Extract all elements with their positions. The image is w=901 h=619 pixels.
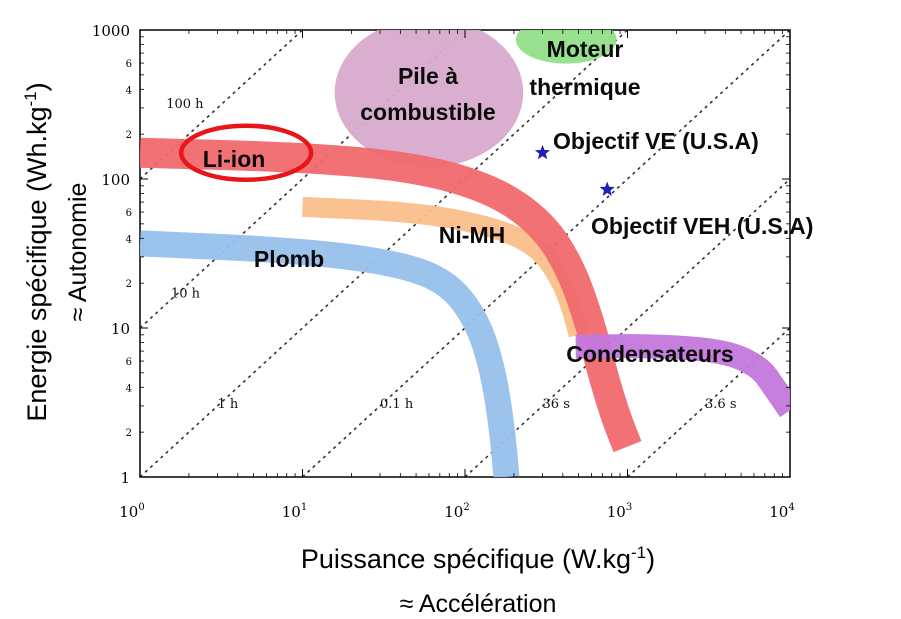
label-moteur-line1: Moteur bbox=[547, 36, 624, 62]
label-condensateurs: Condensateurs bbox=[566, 341, 733, 367]
band-plomb bbox=[140, 230, 520, 477]
iso-label-3: 0.1 h bbox=[380, 397, 414, 412]
star-point-0 bbox=[534, 144, 551, 160]
highlight-layer bbox=[178, 123, 314, 183]
label-pile-line2: combustible bbox=[360, 99, 495, 125]
iso-label-5: 3.6 s bbox=[705, 397, 736, 412]
label-objectif-ve: Objectif VE (U.S.A) bbox=[553, 128, 759, 154]
iso-label-2: 1 h bbox=[218, 397, 239, 412]
label-liion: Li-ion bbox=[203, 146, 266, 172]
x-axis-title-line2: ≈ Accélération bbox=[400, 590, 557, 618]
x-tick-label-2: 102 bbox=[444, 502, 469, 521]
y-minor-label: 4 bbox=[126, 85, 132, 96]
x-tick-label-0: 100 bbox=[119, 502, 144, 521]
target-points bbox=[534, 144, 615, 196]
x-tick-label-4: 104 bbox=[769, 502, 794, 521]
y-axis-title-line1: Energie spécifique (Wh.kg-1) bbox=[21, 82, 52, 421]
band-condensateurs bbox=[575, 334, 790, 418]
y-minor-label: 6 bbox=[126, 208, 132, 219]
technology-bands bbox=[140, 137, 790, 477]
y-minor-label: 6 bbox=[126, 59, 132, 70]
label-objectif-veh: Objectif VEH (U.S.A) bbox=[591, 213, 813, 239]
y-tick-label-1: 10 bbox=[111, 320, 130, 338]
x-axis-title: Puissance spécifique (W.kg-1) ≈ Accéléra… bbox=[301, 543, 655, 618]
label-pile-line1: Pile à bbox=[398, 63, 458, 89]
label-nimh: Ni-MH bbox=[439, 222, 505, 248]
y-tick-label-3: 1000 bbox=[92, 22, 130, 40]
y-minor-label: 6 bbox=[126, 357, 132, 368]
x-axis-title-line1: Puissance spécifique (W.kg-1) bbox=[301, 543, 655, 574]
label-plomb: Plomb bbox=[254, 246, 324, 272]
star-point-1 bbox=[599, 181, 615, 196]
x-tick-label-1: 101 bbox=[282, 502, 307, 521]
region-1 bbox=[515, 30, 617, 64]
y-minor-label: 4 bbox=[126, 234, 132, 245]
liion-highlight-ellipse bbox=[178, 123, 314, 183]
y-tick-label-0: 1 bbox=[120, 469, 130, 487]
iso-label-1: 10 h bbox=[171, 287, 201, 302]
y-axis-title: Energie spécifique (Wh.kg-1) ≈ Autonomie bbox=[21, 82, 92, 421]
iso-time-labels: 100 h 10 h 1 h 0.1 h 36 s 3.6 s bbox=[166, 97, 736, 412]
iso-label-4: 36 s bbox=[543, 397, 570, 412]
y-minor-label: 4 bbox=[126, 383, 132, 394]
x-tick-label-3: 103 bbox=[607, 502, 632, 521]
y-minor-label: 2 bbox=[126, 130, 132, 141]
band-li-ion bbox=[140, 137, 642, 453]
label-moteur-line2: thermique bbox=[529, 74, 640, 100]
y-axis-title-line2: ≈ Autonomie bbox=[64, 183, 92, 322]
y-minor-label: 2 bbox=[126, 428, 132, 439]
y-minor-label: 2 bbox=[126, 279, 132, 290]
technology-regions bbox=[334, 30, 617, 168]
region-0 bbox=[334, 30, 524, 168]
iso-line-5 bbox=[626, 327, 790, 477]
iso-label-0: 100 h bbox=[166, 97, 204, 112]
y-tick-label-2: 100 bbox=[101, 171, 130, 189]
